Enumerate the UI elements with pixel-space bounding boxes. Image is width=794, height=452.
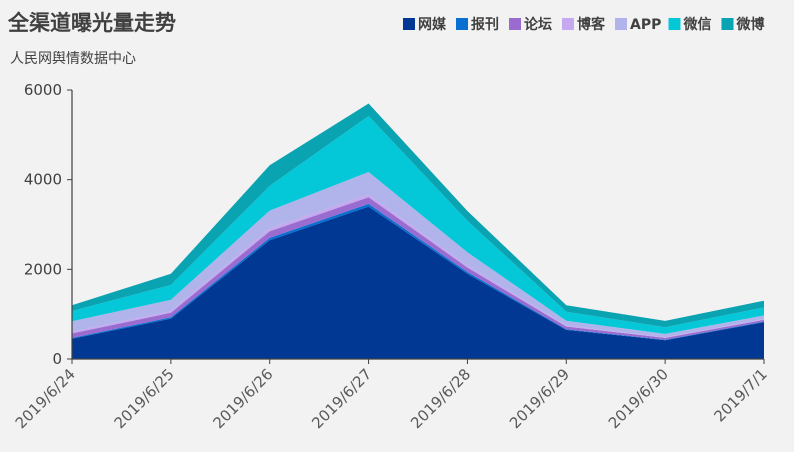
legend-label-2: 论坛 bbox=[524, 16, 552, 33]
y-tick-label: 6000 bbox=[24, 81, 62, 99]
legend-label-6: 微博 bbox=[736, 16, 765, 33]
x-tick-label: 2019/6/29 bbox=[506, 365, 573, 432]
chart-subtitle: 人民网舆情数据中心 bbox=[10, 51, 136, 67]
legend-label-5: 微信 bbox=[683, 16, 712, 33]
x-tick-label: 2019/7/1 bbox=[710, 365, 770, 425]
chart-title: 全渠道曝光量走势 bbox=[7, 11, 176, 35]
legend-swatch-6 bbox=[721, 18, 734, 30]
x-tick-label: 2019/6/30 bbox=[605, 365, 672, 432]
y-tick-label: 2000 bbox=[24, 260, 62, 278]
plot-areas bbox=[72, 103, 764, 359]
y-tick-label: 4000 bbox=[24, 171, 62, 189]
legend: 网媒 报刊 论坛 博客 APP 微信 微博 bbox=[403, 16, 765, 33]
legend-swatch-1 bbox=[456, 18, 468, 30]
legend-label-0: 网媒 bbox=[418, 16, 447, 33]
x-tick-label: 2019/6/26 bbox=[209, 365, 276, 432]
x-tick-label: 2019/6/27 bbox=[308, 365, 375, 432]
y-tick-label: 0 bbox=[52, 350, 62, 368]
legend-label-3: 博客 bbox=[577, 16, 606, 33]
area-series-0 bbox=[72, 206, 764, 359]
legend-swatch-2 bbox=[509, 18, 521, 30]
x-tick-label: 2019/6/28 bbox=[407, 365, 474, 432]
legend-swatch-4 bbox=[615, 18, 627, 30]
legend-swatch-0 bbox=[403, 18, 415, 30]
legend-swatch-3 bbox=[562, 18, 574, 30]
x-tick-label: 2019/6/25 bbox=[111, 365, 178, 432]
legend-swatch-5 bbox=[668, 18, 681, 30]
x-tick-label: 2019/6/24 bbox=[12, 365, 79, 432]
legend-label-1: 报刊 bbox=[471, 17, 499, 33]
legend-label-4: APP bbox=[630, 17, 661, 33]
